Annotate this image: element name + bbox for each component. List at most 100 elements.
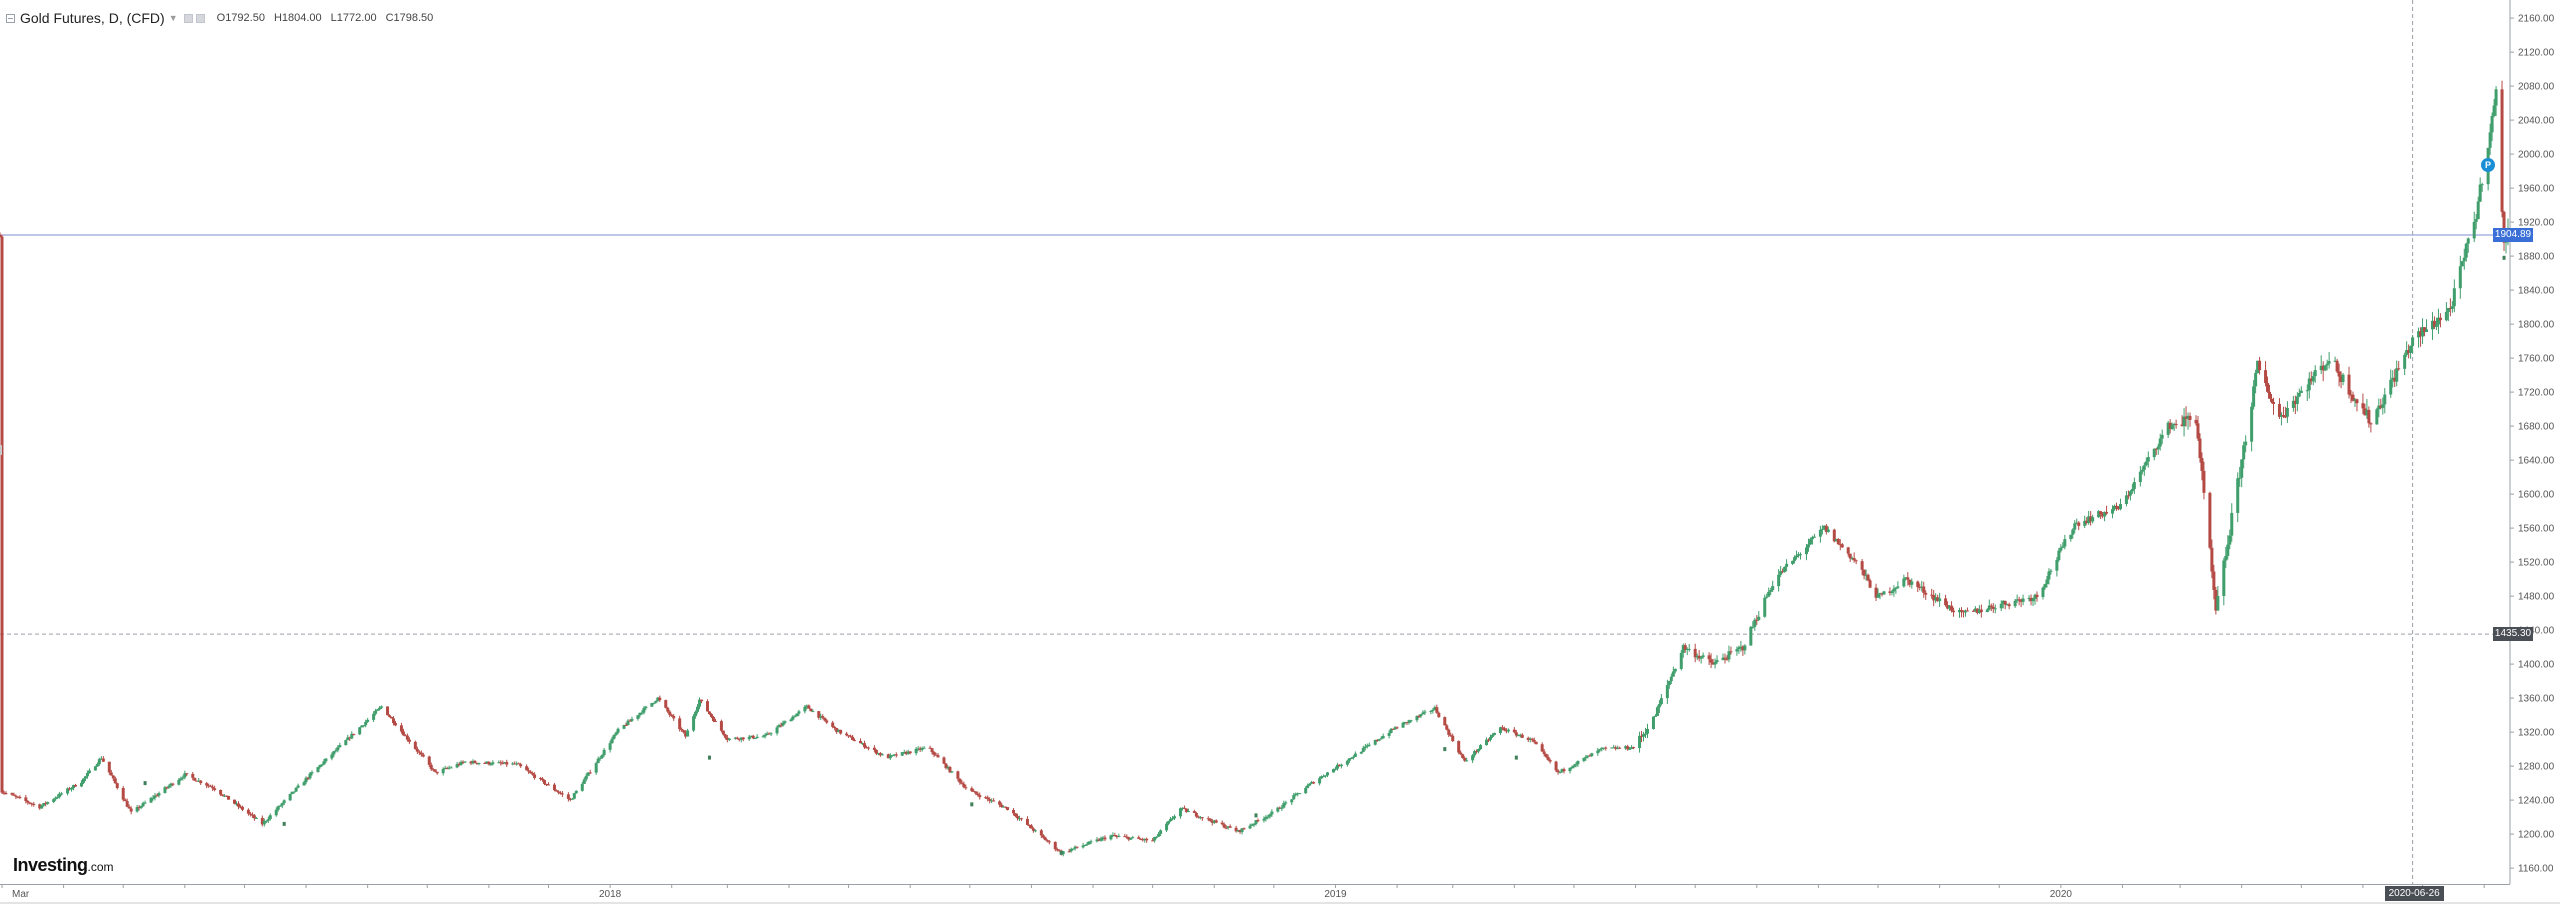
candle <box>1254 819 1258 826</box>
candle-body <box>167 785 171 788</box>
candle <box>24 794 28 804</box>
candle <box>1721 653 1725 661</box>
candle <box>2240 459 2244 488</box>
candle-body <box>1848 553 1852 559</box>
candle <box>179 776 183 782</box>
candle-body <box>1570 767 1574 769</box>
candle-body <box>2021 598 2025 602</box>
candle-body <box>1791 560 1795 564</box>
candle-body <box>1294 793 1298 796</box>
candle <box>121 785 125 802</box>
candle <box>2124 491 2128 507</box>
candle <box>1200 817 1204 821</box>
candle <box>1252 823 1256 828</box>
candle-body <box>998 801 1002 805</box>
candle <box>2222 557 2226 606</box>
candle-body <box>1961 611 1965 613</box>
candle <box>1157 831 1161 837</box>
candle <box>1075 846 1079 849</box>
price-axis[interactable]: 2160.002120.002080.002040.002000.001960.… <box>2509 0 2555 884</box>
close-square-icon[interactable] <box>195 13 205 23</box>
candle-body <box>66 788 70 794</box>
candle-body <box>1687 648 1691 650</box>
candle <box>1729 646 1733 655</box>
candle <box>624 722 628 727</box>
candle <box>825 719 829 724</box>
candle <box>393 720 397 727</box>
candle-body <box>1238 830 1242 833</box>
candle-body <box>1769 590 1773 592</box>
candle-body <box>1707 655 1711 660</box>
candle-body <box>1167 821 1171 824</box>
outlier-candle <box>143 781 147 786</box>
candle <box>1214 819 1218 824</box>
candle-body <box>860 743 864 745</box>
candle <box>1401 721 1405 728</box>
collapse-legend-icon[interactable] <box>6 13 15 23</box>
candle <box>1471 754 1475 763</box>
candle <box>1097 838 1101 842</box>
event-marker-icon[interactable]: P <box>2481 158 2495 172</box>
candle-body <box>598 757 602 759</box>
candle-body <box>2347 374 2351 395</box>
candle <box>2152 448 2156 461</box>
candle-body <box>1331 769 1335 773</box>
candle <box>930 747 934 755</box>
price-tick-label: 1640.00 <box>2518 456 2555 467</box>
candle-body <box>1763 597 1767 617</box>
candle-body <box>2007 604 2011 607</box>
candle-body <box>713 721 717 723</box>
candle-body <box>670 714 674 717</box>
candle-body <box>1333 768 1337 770</box>
candle <box>1178 807 1182 819</box>
candle <box>974 791 978 795</box>
candle <box>1226 826 1230 830</box>
candle-body <box>1143 838 1147 841</box>
candle <box>837 729 841 733</box>
candle-body <box>46 801 50 804</box>
left-resize-handle[interactable] <box>0 445 2 455</box>
candle <box>1977 605 1981 614</box>
candle <box>543 779 547 786</box>
candle <box>1534 741 1538 745</box>
price-tick-label: 2040.00 <box>2518 116 2555 127</box>
candle-body <box>1751 626 1755 628</box>
candle-body <box>1743 645 1747 651</box>
candle <box>1667 680 1671 689</box>
candle <box>81 778 85 785</box>
candle <box>1115 834 1119 839</box>
candle <box>1584 754 1588 761</box>
candle-body <box>664 700 668 708</box>
candle-body <box>388 715 392 717</box>
candle-body <box>2182 416 2186 427</box>
symbol-dropdown-icon[interactable]: ▼ <box>168 13 178 23</box>
candle-body <box>942 757 946 764</box>
candle <box>1999 600 2003 612</box>
candle-body <box>1922 586 1926 593</box>
candle-body <box>1339 764 1343 767</box>
time-axis[interactable]: Mar 2018 2019 2020 <box>0 884 2560 904</box>
candle <box>2271 397 2275 415</box>
candle-body <box>1894 587 1898 589</box>
candle <box>2033 593 2037 605</box>
candle <box>2419 327 2423 347</box>
candle-body <box>1892 588 1896 592</box>
candle <box>781 720 785 727</box>
candle-body <box>1638 735 1642 748</box>
candle-body <box>1463 757 1467 761</box>
candle-body <box>1345 760 1349 765</box>
candle <box>1473 749 1477 758</box>
instrument-symbol[interactable]: Gold Futures, D, (CFD) <box>20 10 165 26</box>
candle-body <box>1365 745 1369 747</box>
candle-body <box>1194 812 1198 817</box>
candle <box>1377 739 1381 742</box>
settings-square-icon[interactable] <box>183 13 193 23</box>
candle-body <box>902 752 906 754</box>
candle-body <box>1971 610 1975 612</box>
candle <box>457 762 461 767</box>
candle-body <box>984 797 988 799</box>
candle <box>1071 848 1075 851</box>
candle <box>1570 765 1574 770</box>
